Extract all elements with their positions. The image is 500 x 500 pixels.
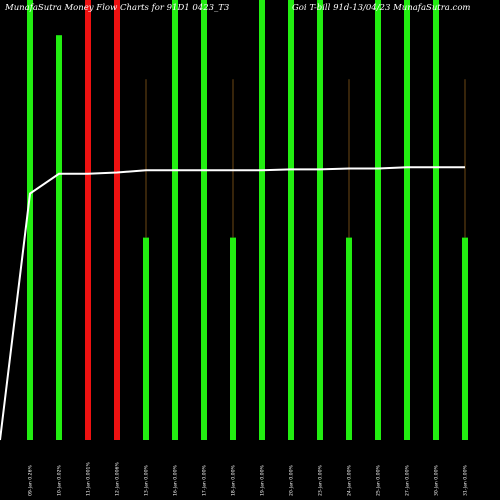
x-tick-label: 25-Jan 0.00% xyxy=(376,464,382,496)
volume-bar xyxy=(404,0,410,440)
volume-bar xyxy=(433,0,439,440)
x-tick-label: 30-Jan 0.00% xyxy=(434,464,440,496)
volume-bar xyxy=(201,0,207,440)
x-tick-label: 27-Jan 0.00% xyxy=(405,464,411,496)
volume-bar xyxy=(27,0,33,440)
money-flow-line xyxy=(0,166,465,441)
x-tick-label: 16-Jan 0.00% xyxy=(173,464,179,496)
x-tick-label: 31-Jan 0.00% xyxy=(463,464,469,496)
chart-title-right: Goi T-bill 91d-13/04/23 MunafaSutra.com xyxy=(292,3,471,13)
volume-bar xyxy=(230,237,236,440)
volume-bar xyxy=(375,0,381,440)
volume-bar xyxy=(85,0,91,440)
volume-bar xyxy=(114,0,120,440)
x-tick-label: 13-Jan 0.00% xyxy=(144,464,150,496)
x-tick-label: 19-Jan 0.00% xyxy=(260,464,266,496)
volume-bar xyxy=(259,0,265,440)
volume-bar xyxy=(172,0,178,440)
x-tick-label: 18-Jan 0.00% xyxy=(231,464,237,496)
volume-bar xyxy=(288,0,294,440)
volume-bar xyxy=(143,237,149,440)
x-tick-label: 17-Jan 0.00% xyxy=(202,464,208,496)
chart-title-left: MunafaSutra Money Flow Charts for 91D1 0… xyxy=(4,3,229,13)
x-tick-label: 12-Jan 0.006% xyxy=(115,462,121,496)
x-tick-label: 10-Jan 0.02% xyxy=(57,464,63,496)
x-tick-label: 20-Jan 0.00% xyxy=(289,464,295,496)
volume-bar xyxy=(346,237,352,440)
x-tick-label: 24-Jan 0.00% xyxy=(347,464,353,496)
volume-bar xyxy=(317,0,323,440)
volume-bar xyxy=(462,237,468,440)
x-tick-label: 23-Jan 0.00% xyxy=(318,464,324,496)
x-tick-label: 11-Jan 0.001% xyxy=(86,462,92,496)
volume-bar xyxy=(56,35,62,440)
x-tick-label: 09-Jan 0.26% xyxy=(28,464,34,496)
